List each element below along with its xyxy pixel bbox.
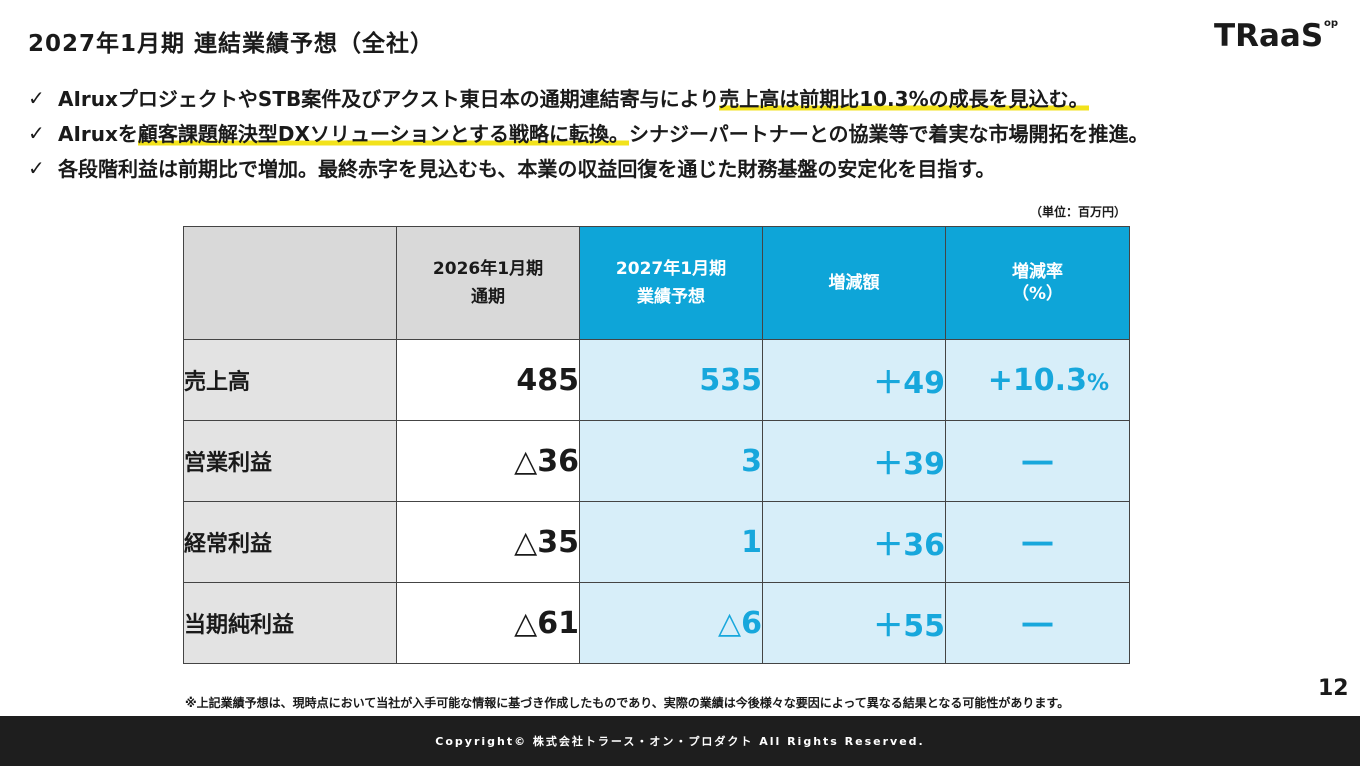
table-row: 当期純利益 △61 △6 ＋55 ― [183, 582, 1130, 664]
check-icon: ✓ [28, 120, 45, 145]
prev-value: 485 [396, 339, 580, 421]
table-row: 売上高 485 535 ＋49 +10.3% [183, 339, 1130, 421]
forecast-value: 1 [579, 501, 763, 583]
forecast-value: 535 [579, 339, 763, 421]
bullet-text: AIruxプロジェクトやSTB案件及びアクスト東日本の通期連結寄与により [58, 87, 720, 111]
change-rate: ― [945, 420, 1130, 502]
logo-text: TRaaS [1214, 18, 1324, 54]
bullet-item: ✓ AIruxを 顧客課題解決型DXソリューションとする戦略に転換。 シナジーパート… [28, 115, 1348, 150]
change-amount: ＋55 [762, 582, 946, 664]
change-rate: ― [945, 501, 1130, 583]
change-amount: ＋39 [762, 420, 946, 502]
prev-value: △61 [396, 582, 580, 664]
bullet-highlight: 売上高は前期比10.3%の成長を見込む。 [719, 83, 1089, 112]
summary-bullets: ✓ AIruxプロジェクトやSTB案件及びアクスト東日本の通期連結寄与により 売上… [28, 80, 1348, 185]
bullet-text: シナジーパートナーとの協業等で着実な市場開拓を推進。 [628, 122, 1149, 146]
bullet-text: AIruxを [58, 122, 138, 146]
change-rate: +10.3% [945, 339, 1130, 421]
header-change-amount: 増減額 [762, 226, 946, 340]
row-label: 営業利益 [183, 420, 397, 502]
header-prev-year: 2026年1月期 通期 [396, 226, 580, 340]
bullet-highlight: 顧客課題解決型DXソリューションとする戦略に転換。 [137, 118, 629, 147]
table-row: 経常利益 △35 1 ＋36 ― [183, 501, 1130, 583]
prev-value: △36 [396, 420, 580, 502]
logo-superscript: op [1324, 18, 1339, 29]
bullet-item: ✓ 各段階利益は前期比で増加。最終赤字を見込むも、本業の収益回復を通じた財務基盤… [28, 150, 1348, 185]
change-amount: ＋49 [762, 339, 946, 421]
bullet-text: 各段階利益は前期比で増加。最終赤字を見込むも、本業の収益回復を通じた財務基盤の安… [58, 157, 996, 181]
row-label: 経常利益 [183, 501, 397, 583]
company-logo: TRaaS op [1214, 18, 1344, 62]
header-change-rate: 増減率 （%） [945, 226, 1130, 340]
forecast-value: 3 [579, 420, 763, 502]
disclaimer-footnote: ※上記業績予想は、現時点において当社が入手可能な情報に基づき作成したものであり、… [185, 696, 1070, 710]
change-rate: ― [945, 582, 1130, 664]
prev-value: △35 [396, 501, 580, 583]
page-title: 2027年1月期 連結業績予想（全社） [28, 31, 435, 57]
bullet-item: ✓ AIruxプロジェクトやSTB案件及びアクスト東日本の通期連結寄与により 売上… [28, 80, 1348, 115]
header-blank-cell [183, 226, 397, 340]
table-header-row: 2026年1月期 通期 2027年1月期 業績予想 増減額 増減率 （%） [183, 226, 1130, 340]
unit-label: （単位：百万円） [1030, 205, 1127, 219]
page-number: 12 [1318, 676, 1349, 701]
forecast-table: 2026年1月期 通期 2027年1月期 業績予想 増減額 増減率 （%） 売上高 4… [183, 226, 1130, 664]
check-icon: ✓ [28, 155, 45, 180]
copyright-footer: Copyright© 株式会社トラース・オン・プロダクト All Rights … [0, 716, 1360, 766]
table-row: 営業利益 △36 3 ＋39 ― [183, 420, 1130, 502]
forecast-value: △6 [579, 582, 763, 664]
header-forecast: 2027年1月期 業績予想 [579, 226, 763, 340]
row-label: 当期純利益 [183, 582, 397, 664]
change-amount: ＋36 [762, 501, 946, 583]
row-label: 売上高 [183, 339, 397, 421]
copyright-text: Copyright© 株式会社トラース・オン・プロダクト All Rights … [435, 735, 925, 748]
check-icon: ✓ [28, 85, 45, 110]
